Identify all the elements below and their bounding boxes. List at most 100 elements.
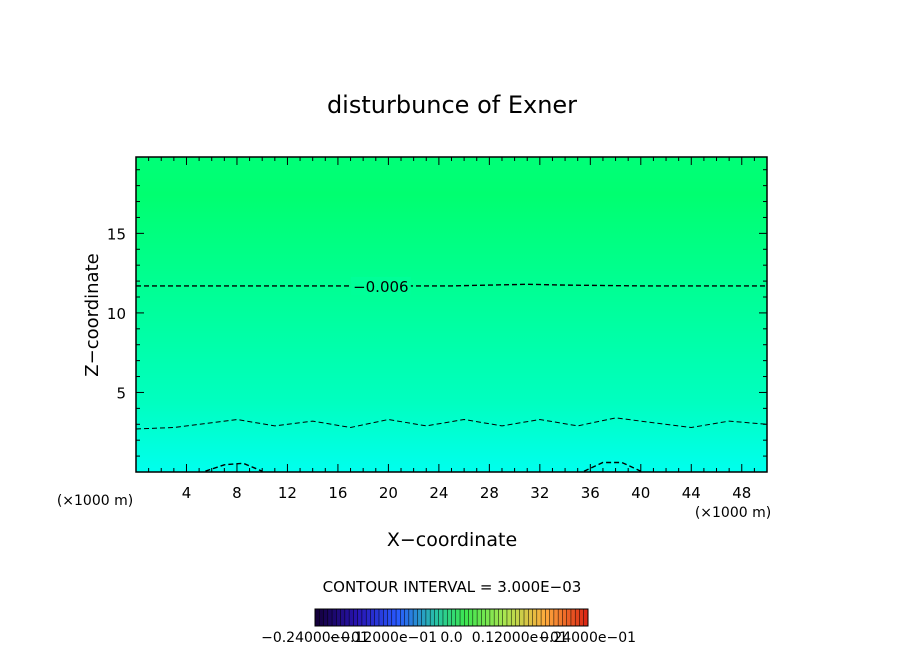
contour-line xyxy=(135,417,768,430)
colorbar-cell xyxy=(332,609,337,626)
x-tick-label: 12 xyxy=(278,484,297,502)
x-tick-label: 8 xyxy=(232,484,242,502)
colorbar-cell xyxy=(472,609,478,626)
colorbar-cell xyxy=(566,609,572,626)
colorbar-cell xyxy=(323,609,329,626)
colorbar-cell xyxy=(413,609,418,626)
colorbar-cell xyxy=(498,609,504,626)
contour-field xyxy=(136,157,767,472)
contour-interval-text: CONTOUR INTERVAL = 3.000E−03 xyxy=(323,578,582,596)
colorbar-cell xyxy=(558,609,563,626)
colorbar-cell xyxy=(421,609,427,626)
x-tick-label: 36 xyxy=(581,484,600,502)
colorbar-cell xyxy=(447,609,452,626)
contour-line xyxy=(205,462,263,472)
x-axis-label: X−coordinate xyxy=(387,529,517,551)
y-tick-label: 10 xyxy=(107,305,126,323)
colorbar-cell xyxy=(460,609,465,626)
colorbar-cell xyxy=(545,609,551,626)
colorbar-cell xyxy=(515,609,521,626)
colorbar-cell xyxy=(349,609,354,626)
colorbar-cell xyxy=(319,609,324,626)
contour-line xyxy=(136,283,767,287)
colorbar-cell xyxy=(549,609,555,626)
colorbar-cell xyxy=(370,609,376,626)
contour-label-bg xyxy=(350,276,411,295)
colorbar-cell xyxy=(374,609,380,626)
colorbar-cell xyxy=(519,609,525,626)
colorbar-cell xyxy=(430,609,435,626)
colorbar-tick-label: 0.12000e−01 xyxy=(472,630,568,646)
colorbar-cell xyxy=(570,609,576,626)
x-tick-label: 44 xyxy=(682,484,701,502)
colorbar-cell xyxy=(434,609,440,626)
colorbar-cell xyxy=(528,609,533,626)
colorbar-cell xyxy=(583,609,589,626)
colorbar-cell xyxy=(315,609,320,626)
x-unit-right: (×1000 m) xyxy=(695,505,771,521)
x-tick-label: 20 xyxy=(379,484,398,502)
colorbar-cell xyxy=(438,609,444,626)
colorbar-cell xyxy=(391,609,397,626)
colorbar-cell xyxy=(442,609,448,626)
colorbar-tick-label: 0.0 xyxy=(440,630,462,646)
colorbar-cell xyxy=(404,609,410,626)
x-tick-label: 16 xyxy=(328,484,347,502)
colorbar-cell xyxy=(336,609,341,626)
colorbar-cell xyxy=(396,609,401,626)
chart-title: disturbunce of Exner xyxy=(327,91,577,119)
colorbar-cell xyxy=(344,609,350,626)
colorbar-cell xyxy=(485,609,491,626)
colorbar-cell xyxy=(481,609,487,626)
colorbar-cell xyxy=(408,609,414,626)
colorbar-cell xyxy=(562,609,568,626)
colorbar-cell xyxy=(387,609,393,626)
colorbar-cell xyxy=(524,609,529,626)
colorbar-cell xyxy=(425,609,431,626)
colorbar-cell xyxy=(455,609,461,626)
colorbar-cell xyxy=(327,609,333,626)
colorbar-tick-label: 0.24000e−01 xyxy=(540,630,636,646)
colorbar-cell xyxy=(494,609,499,626)
y-axis-label: Z−coordinate xyxy=(82,253,103,376)
colorbar-cell xyxy=(378,609,384,626)
colorbar-cell xyxy=(383,609,388,626)
colorbar-cell xyxy=(489,609,495,626)
colorbar-cell xyxy=(464,609,469,626)
y-tick-label: 15 xyxy=(107,225,126,243)
colorbar-cell xyxy=(451,609,457,626)
x-tick-label: 40 xyxy=(631,484,650,502)
x-tick-label: 28 xyxy=(480,484,499,502)
colorbar-cell xyxy=(536,609,542,626)
x-tick-label: 4 xyxy=(182,484,192,502)
colorbar-tick-label: −0.24000e−01 xyxy=(261,630,369,646)
x-tick-label: 32 xyxy=(530,484,549,502)
contour-line xyxy=(583,461,642,472)
colorbar-cell xyxy=(366,609,371,626)
x-tick-label: 24 xyxy=(429,484,448,502)
colorbar-cell xyxy=(541,609,546,626)
colorbar-cell xyxy=(340,609,346,626)
colorbar-cell xyxy=(553,609,559,626)
colorbar-tick-label: −0.12000e−01 xyxy=(329,630,437,646)
colorbar-frame xyxy=(314,608,589,627)
colorbar-cell xyxy=(532,609,538,626)
colorbar-cell xyxy=(353,609,359,626)
colorbar-cell xyxy=(579,609,585,626)
colorbar-cell xyxy=(468,609,474,626)
colorbar-cell xyxy=(357,609,363,626)
colorbar-cell xyxy=(400,609,405,626)
colorbar-cell xyxy=(511,609,516,626)
colorbar-cell xyxy=(417,609,423,626)
colorbar-cell xyxy=(361,609,367,626)
colorbar-cell xyxy=(502,609,508,626)
contour-label: −0.006 xyxy=(353,278,409,296)
colorbar xyxy=(314,609,589,626)
y-tick-label: 5 xyxy=(116,384,126,402)
colorbar-cell xyxy=(506,609,512,626)
x-tick-label: 48 xyxy=(732,484,751,502)
colorbar-cell xyxy=(477,609,482,626)
colorbar-cell xyxy=(575,609,580,626)
x-unit-left: (×1000 m) xyxy=(57,493,133,509)
